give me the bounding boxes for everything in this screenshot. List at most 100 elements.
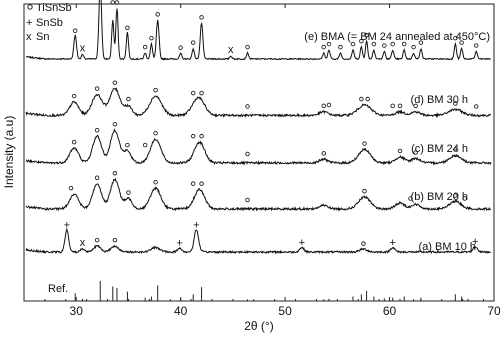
x-tick-label: 50 xyxy=(278,304,292,318)
legend-plus-icon: + xyxy=(26,17,32,29)
tisnsb-peak-marker xyxy=(321,44,327,50)
tisnsb-peak-marker xyxy=(112,80,118,85)
tisnsb-peak-marker xyxy=(153,179,158,185)
snsb-peak-marker: + xyxy=(193,219,199,231)
sn-peak-marker: x xyxy=(228,44,234,56)
tisnsb-peak-marker xyxy=(397,103,403,109)
tisnsb-peak-marker xyxy=(199,133,204,139)
series-line-0 xyxy=(25,0,492,61)
tisnsb-peak-marker xyxy=(397,148,403,154)
x-tick-group: 30 40 50 60 70 xyxy=(23,4,501,318)
reference-label: Ref. xyxy=(48,283,68,295)
tisnsb-peak-marker xyxy=(453,147,458,152)
tisnsb-peak-marker xyxy=(199,90,204,96)
series-label-bm20: (b) BM 20 h xyxy=(411,191,468,203)
tisnsb-peak-marker xyxy=(371,41,377,47)
tisnsb-peak-marker xyxy=(364,32,369,38)
tisnsb-peak-marker xyxy=(190,40,196,45)
tisnsb-peak-marker xyxy=(408,196,413,201)
tisnsb-peak-marker xyxy=(94,127,100,133)
tisnsb-peak-marker xyxy=(125,142,130,148)
x-tick-label: 70 xyxy=(487,304,501,318)
tisnsb-peak-marker xyxy=(155,12,160,17)
tisnsb-peak-marker xyxy=(178,45,183,50)
tisnsb-peak-marker xyxy=(72,28,78,33)
legend-entry-2: x Sn xyxy=(26,31,49,43)
tisnsb-peak-marker xyxy=(453,193,458,198)
legend-entry-0: TiSnSb xyxy=(27,2,72,14)
tisnsb-peak-marker xyxy=(459,40,464,45)
tisnsb-peak-marker xyxy=(94,237,100,243)
snsb-peak-marker: + xyxy=(176,238,182,250)
tisnsb-peak-marker xyxy=(190,181,196,186)
plot-frame xyxy=(23,3,495,302)
tisnsb-peak-marker xyxy=(413,150,418,155)
series-line-2 xyxy=(25,127,492,166)
reference-pattern xyxy=(24,280,494,302)
tisnsb-peak-marker xyxy=(321,103,327,109)
tisnsb-peak-marker xyxy=(390,103,395,109)
tisnsb-peak-marker xyxy=(71,93,77,99)
tisnsb-peak-marker xyxy=(413,103,418,109)
tisnsb-peak-marker xyxy=(68,185,74,191)
snsb-peak-marker: + xyxy=(389,237,395,249)
tisnsb-peak-marker xyxy=(362,188,367,194)
tisnsb-peak-marker xyxy=(453,35,458,41)
legend: TiSnSb + SnSb x Sn xyxy=(26,2,72,43)
x-tick-label: 30 xyxy=(70,304,84,318)
tisnsb-peak-marker xyxy=(359,96,364,102)
tisnsb-peak-marker xyxy=(382,43,387,48)
tisnsb-peak-marker xyxy=(338,44,343,50)
tisnsb-peak-marker xyxy=(321,151,327,156)
tisnsb-peak-marker xyxy=(112,171,118,176)
peak-marker-group: x x + x + + + + + xyxy=(64,0,479,250)
tisnsb-peak-marker xyxy=(462,196,468,201)
tisnsb-peak-marker xyxy=(199,15,204,20)
snsb-peak-marker: + xyxy=(64,219,70,231)
tisnsb-peak-marker xyxy=(125,25,130,31)
x-tick-label: 40 xyxy=(174,304,188,318)
tisnsb-peak-marker xyxy=(362,141,367,146)
tisnsb-peak-marker xyxy=(94,175,100,180)
tisnsb-peak-marker xyxy=(126,96,131,102)
legend-label-sn: Sn xyxy=(36,31,49,43)
series-line-4 xyxy=(25,227,492,255)
tisnsb-peak-marker xyxy=(245,104,250,109)
legend-circle-icon xyxy=(27,4,33,10)
sn-peak-marker: x xyxy=(80,43,86,55)
legend-label-tisnsb: TiSnSb xyxy=(36,2,72,14)
legend-x-icon: x xyxy=(26,31,32,43)
tisnsb-peak-marker xyxy=(112,237,118,243)
tisnsb-peak-marker xyxy=(326,41,332,47)
tisnsb-peak-marker xyxy=(326,102,332,108)
tisnsb-peak-marker xyxy=(411,44,416,50)
tisnsb-peak-marker xyxy=(359,38,364,44)
tisnsb-peak-marker xyxy=(94,86,100,91)
tisnsb-peak-marker xyxy=(361,241,366,246)
tisnsb-peak-marker xyxy=(418,40,424,45)
tisnsb-peak-marker xyxy=(142,44,148,50)
legend-label-snsb: SnSb xyxy=(36,17,63,29)
tisnsb-peak-marker xyxy=(199,181,204,186)
series-label-bm24: (c) BM 24 h xyxy=(411,143,468,155)
tisnsb-peak-marker xyxy=(245,44,250,50)
tisnsb-peak-marker xyxy=(71,139,77,145)
tisnsb-peak-marker xyxy=(126,190,131,195)
tisnsb-peak-marker xyxy=(142,142,148,148)
tisnsb-peak-marker xyxy=(365,96,370,102)
tisnsb-peak-marker xyxy=(190,90,196,96)
x-axis-label: 2θ (°) xyxy=(244,319,273,333)
series-label-bm10: (a) BM 10 h xyxy=(419,241,476,253)
tisnsb-peak-marker xyxy=(453,101,458,106)
series-label-bm30: (d) BM 30 h xyxy=(411,94,468,106)
tisnsb-peak-marker xyxy=(245,197,250,203)
tisnsb-peak-marker xyxy=(401,41,407,47)
tisnsb-peak-marker xyxy=(153,130,158,136)
x-tick-label: 60 xyxy=(383,304,397,318)
sn-peak-marker: x xyxy=(80,237,86,249)
tisnsb-peak-marker xyxy=(112,122,118,127)
y-axis-label: Intensity (a.u) xyxy=(2,116,16,189)
tisnsb-peak-marker xyxy=(149,35,154,41)
tisnsb-peak-marker xyxy=(190,133,196,139)
series-line-3 xyxy=(25,177,492,212)
